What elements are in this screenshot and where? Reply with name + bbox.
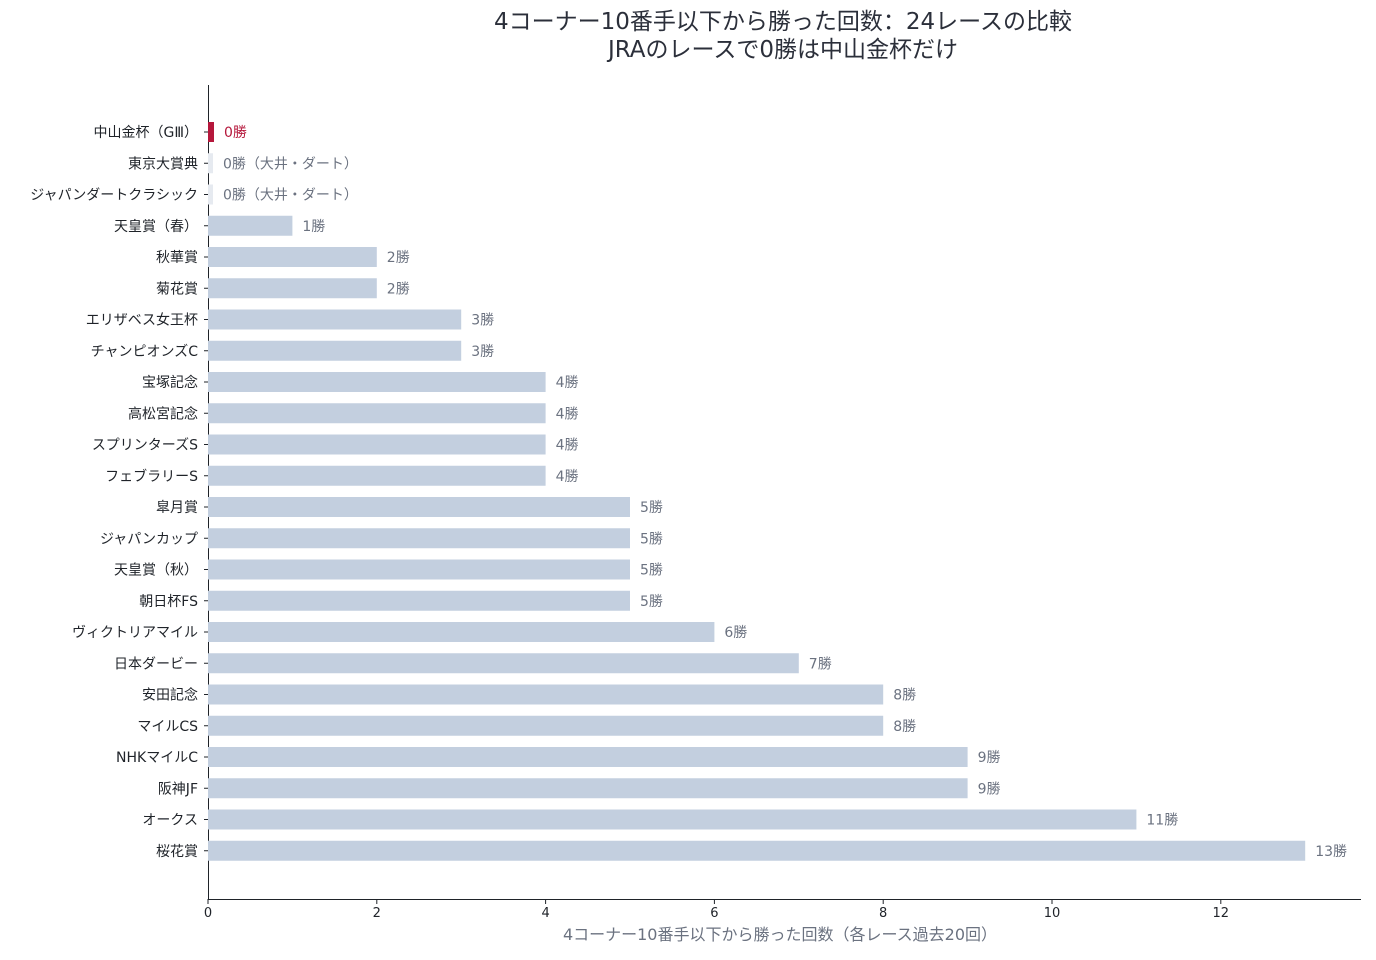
- value-label: 7勝: [809, 656, 832, 672]
- category-label: 皐月賞: [156, 499, 198, 516]
- category-label: マイルCS: [137, 719, 198, 735]
- value-label: 8勝: [893, 688, 916, 704]
- category-label: オークス: [142, 813, 198, 829]
- bar: [208, 122, 214, 142]
- value-label: 5勝: [640, 500, 663, 516]
- category-label: 秋華賞: [156, 250, 198, 266]
- value-label: 4勝: [556, 406, 579, 422]
- x-tick-label: 2: [373, 906, 381, 921]
- category-label: 朝日杯FS: [139, 594, 198, 610]
- bar: [208, 528, 630, 549]
- category-label: 菊花賞: [156, 281, 198, 297]
- bar: [208, 372, 546, 392]
- category-label: ジャパンダートクラシック: [30, 188, 198, 204]
- value-label: 2勝: [387, 281, 410, 297]
- bar: [208, 590, 630, 611]
- x-tick-label: 10: [1044, 906, 1061, 921]
- category-label: 東京大賞典: [128, 156, 198, 172]
- value-label: 5勝: [640, 531, 663, 547]
- category-label: 日本ダービー: [114, 656, 198, 672]
- category-label: 桜花賞: [156, 844, 198, 860]
- value-label: 1勝: [302, 219, 325, 235]
- value-label: 11勝: [1146, 813, 1178, 829]
- category-label: チャンピオンズC: [91, 344, 199, 360]
- bar: [208, 215, 293, 236]
- value-label: 5勝: [640, 563, 663, 579]
- bar: [208, 809, 1137, 830]
- value-label: 5勝: [640, 594, 663, 610]
- x-tick-label: 8: [879, 906, 887, 921]
- bar: [208, 153, 213, 174]
- category-label: 天皇賞（春）: [114, 219, 198, 235]
- bar: [208, 465, 546, 486]
- bar: [208, 840, 1306, 861]
- category-label: 天皇賞（秋）: [114, 563, 198, 579]
- value-label: 9勝: [978, 781, 1001, 797]
- category-label: スプリンターズS: [92, 438, 198, 454]
- bar: [208, 559, 630, 580]
- bar: [208, 309, 462, 330]
- value-label: 4勝: [556, 469, 579, 485]
- x-axis-label: 4コーナー10番手以下から勝った回数（各レース過去20回）: [563, 925, 997, 944]
- category-label: ジャパンカップ: [100, 531, 198, 547]
- category-label: フェブラリーS: [105, 468, 198, 485]
- value-label: 9勝: [978, 750, 1001, 766]
- value-label: 2勝: [387, 250, 410, 266]
- category-label: 安田記念: [142, 687, 198, 704]
- value-label: 0勝: [224, 125, 247, 141]
- bar: [208, 653, 799, 674]
- bar: [208, 747, 968, 767]
- value-label: 4勝: [556, 375, 579, 391]
- x-tick-label: 4: [541, 906, 549, 921]
- value-label: 6勝: [724, 625, 747, 641]
- category-label: 高松宮記念: [128, 405, 198, 422]
- value-label: 3勝: [471, 313, 494, 329]
- value-label: 0勝（大井・ダート）: [223, 188, 358, 204]
- value-label: 13勝: [1315, 844, 1347, 860]
- bar: [208, 403, 546, 424]
- category-label: 阪神JF: [158, 781, 198, 797]
- bar: [208, 247, 377, 267]
- category-label: 宝塚記念: [142, 374, 198, 391]
- category-label: NHKマイルC: [116, 750, 198, 766]
- chart-title: 4コーナー10番手以下から勝った回数：24レースの比較: [493, 9, 1073, 35]
- bar: [208, 278, 377, 299]
- category-label: エリザベス女王杯: [86, 312, 198, 329]
- bar: [208, 340, 462, 361]
- bar: [208, 184, 213, 205]
- bar: [208, 778, 968, 799]
- value-label: 8勝: [893, 719, 916, 735]
- x-tick-label: 12: [1213, 906, 1230, 921]
- bar: [208, 434, 546, 455]
- bar: [208, 684, 884, 705]
- value-label: 3勝: [471, 344, 494, 360]
- chart-subtitle: JRAのレースで0勝は中山金杯だけ: [607, 37, 959, 63]
- chart-title-block: 4コーナー10番手以下から勝った回数：24レースの比較 JRAのレースで0勝は中…: [0, 8, 1376, 64]
- bar: [208, 622, 715, 642]
- value-label: 0勝（大井・ダート）: [223, 156, 358, 172]
- value-label: 4勝: [556, 438, 579, 454]
- x-tick-label: 0: [204, 906, 212, 921]
- category-label: ヴィクトリアマイル: [72, 624, 198, 641]
- x-tick-label: 6: [710, 906, 718, 921]
- bar: [208, 715, 884, 736]
- category-label: 中山金杯（GⅢ）: [93, 125, 198, 141]
- bar: [208, 497, 630, 517]
